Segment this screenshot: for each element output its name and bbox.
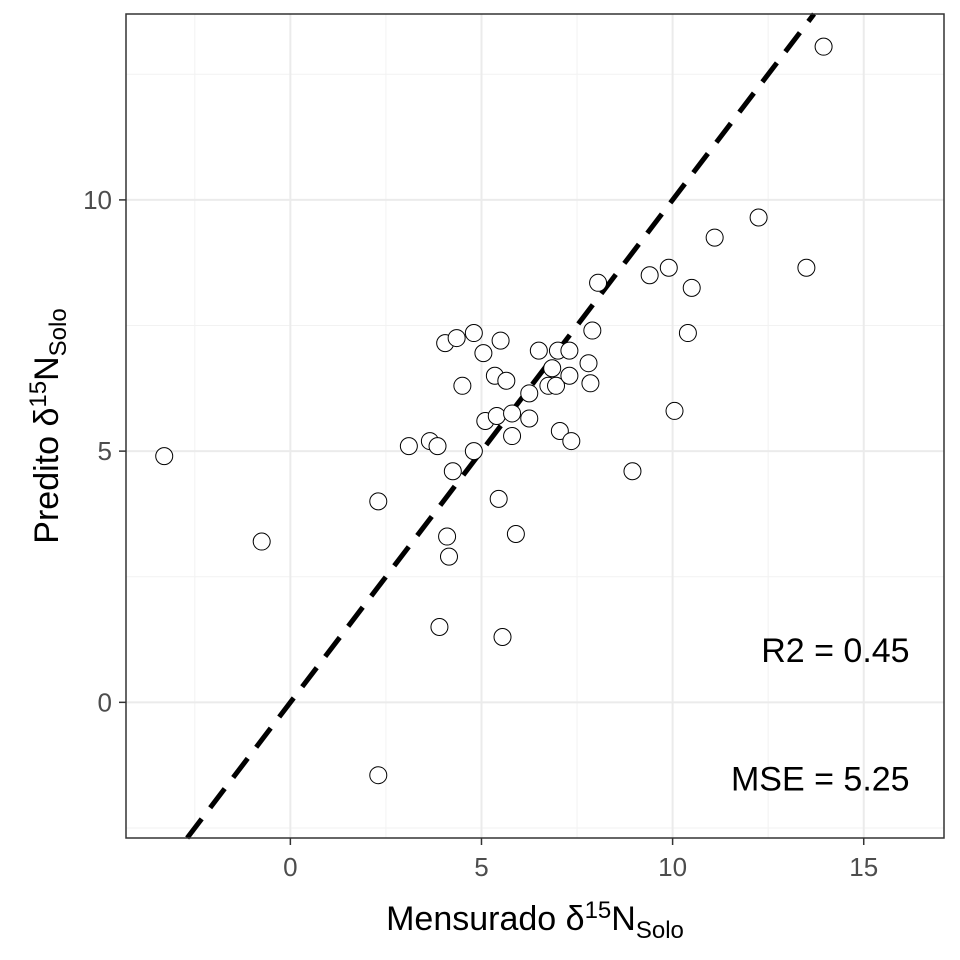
data-point <box>665 401 684 420</box>
data-point <box>583 321 602 340</box>
data-point <box>520 384 539 403</box>
data-point <box>506 525 525 544</box>
data-point <box>430 617 449 636</box>
data-point <box>560 341 579 360</box>
data-point <box>560 366 579 385</box>
x-axis-title: Mensurado δ15NSolo <box>386 897 684 944</box>
data-point <box>547 376 566 395</box>
reference-line <box>185 12 817 840</box>
data-point <box>474 344 493 363</box>
data-point <box>493 628 512 647</box>
y-axis-title-group: Predito δ15NSolo <box>25 308 72 543</box>
plot-border <box>125 13 945 839</box>
data-point <box>529 341 548 360</box>
data-point <box>443 462 462 481</box>
x-tick-label: 10 <box>658 852 687 882</box>
x-tick-label: 5 <box>474 852 488 882</box>
data-point <box>640 266 659 285</box>
r2-annotation: R2 = 0.45 <box>761 632 909 670</box>
data-point <box>464 442 483 461</box>
data-point <box>659 258 678 277</box>
data-point <box>550 422 569 441</box>
y-axis-title-element: N <box>28 356 66 381</box>
data-point <box>491 331 510 350</box>
data-points <box>155 37 833 785</box>
data-point <box>464 324 483 343</box>
gridlines <box>126 14 944 838</box>
data-point <box>503 427 522 446</box>
y-axis-title-prefix: Predito <box>28 427 66 544</box>
data-point <box>252 532 271 551</box>
y-axis-title-superscript: 15 <box>25 381 52 408</box>
data-point <box>503 404 522 423</box>
y-tick-label: 5 <box>98 436 112 466</box>
x-axis-title-subscript: Solo <box>636 917 684 944</box>
data-point <box>543 359 562 378</box>
axis-ticks: 0 5 10 15 0 5 10 <box>83 185 878 882</box>
x-axis-title-element: N <box>611 900 636 938</box>
data-point <box>489 489 508 508</box>
data-point <box>520 409 539 428</box>
reference-line-group <box>185 12 817 840</box>
data-point <box>682 278 701 297</box>
data-point <box>439 547 458 566</box>
data-point <box>447 329 466 348</box>
data-point <box>589 273 608 292</box>
data-point <box>155 447 174 466</box>
data-point <box>797 258 816 277</box>
x-axis-title-delta: δ <box>566 900 585 938</box>
y-tick-label: 0 <box>98 687 112 717</box>
x-axis-title-prefix: Mensurado <box>386 900 566 938</box>
data-point <box>705 228 724 247</box>
data-point <box>623 462 642 481</box>
data-point <box>453 376 472 395</box>
data-point <box>749 208 768 227</box>
data-point <box>814 37 833 56</box>
y-tick-label: 10 <box>83 185 112 215</box>
data-point <box>438 527 457 546</box>
y-axis-title: Predito δ15NSolo <box>25 308 72 543</box>
mse-annotation: MSE = 5.25 <box>731 760 910 798</box>
data-point <box>399 437 418 456</box>
annotations: R2 = 0.45 MSE = 5.25 <box>731 632 910 798</box>
x-tick-label: 15 <box>849 852 878 882</box>
data-point <box>497 371 516 390</box>
y-axis-title-delta: δ <box>28 408 66 427</box>
data-point <box>562 432 581 451</box>
data-point <box>579 354 598 373</box>
x-axis-title-superscript: 15 <box>585 897 612 924</box>
data-point <box>678 324 697 343</box>
y-axis-title-subscript: Solo <box>45 308 72 356</box>
data-point <box>487 406 506 425</box>
data-point <box>581 374 600 393</box>
data-point <box>369 766 388 785</box>
x-tick-label: 0 <box>283 852 297 882</box>
plot-panel <box>126 14 944 838</box>
data-point <box>369 492 388 511</box>
data-point <box>428 437 447 456</box>
